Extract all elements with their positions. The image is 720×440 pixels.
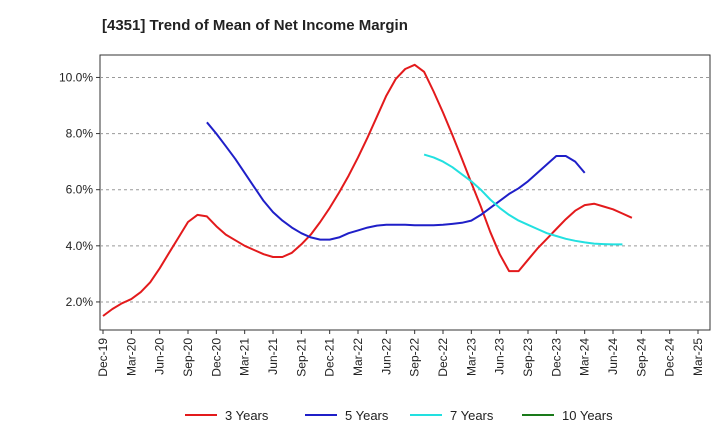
x-tick-label: Sep-23 xyxy=(521,338,535,377)
x-tick-label: Mar-22 xyxy=(351,338,365,376)
x-tick-label: Mar-23 xyxy=(464,338,478,376)
legend: 3 Years 5 Years 7 Years 10 Years xyxy=(185,408,613,423)
x-tick-label: Sep-24 xyxy=(634,338,648,377)
x-tick-label: Dec-22 xyxy=(436,338,450,377)
y-tick-label: 4.0% xyxy=(66,239,94,253)
legend-label-5-years: 5 Years xyxy=(345,408,389,423)
y-tick-label: 10.0% xyxy=(59,70,93,84)
x-tick-label: Jun-24 xyxy=(606,338,620,375)
series-line-3-years xyxy=(102,63,633,317)
x-tick-label: Mar-20 xyxy=(124,338,138,376)
legend-label-10-years: 10 Years xyxy=(562,408,613,423)
x-tick-label: Dec-24 xyxy=(663,338,677,377)
x-tick-label: Dec-23 xyxy=(549,338,563,377)
legend-label-7-years: 7 Years xyxy=(450,408,494,423)
x-tick-label: Mar-21 xyxy=(238,338,252,376)
series-lines xyxy=(102,63,633,317)
series-line-7-years xyxy=(423,153,623,246)
x-tick-label: Jun-21 xyxy=(266,338,280,375)
x-tick-label: Dec-20 xyxy=(209,338,223,377)
x-tick-label: Mar-25 xyxy=(691,338,705,376)
x-tick-label: Jun-22 xyxy=(379,338,393,375)
x-tick-label: Jun-20 xyxy=(153,338,167,375)
y-tick-label: 2.0% xyxy=(66,295,94,309)
series-line-5-years xyxy=(206,121,586,241)
legend-label-3-years: 3 Years xyxy=(225,408,269,423)
y-tick-label: 6.0% xyxy=(66,183,94,197)
x-tick-label: Sep-21 xyxy=(294,338,308,377)
plot-area xyxy=(99,54,711,331)
x-tick-label: Dec-21 xyxy=(323,338,337,377)
x-tick-label: Mar-24 xyxy=(578,338,592,376)
x-tick-label: Sep-20 xyxy=(181,338,195,377)
x-axis-ticks: Dec-19 Mar-20 Jun-20 Sep-20 Dec-20 Mar-21 Jun-… xyxy=(96,330,705,377)
y-axis-ticks: 2.0% 4.0% 6.0% 8.0% 10.0% xyxy=(59,70,100,309)
x-tick-label: Dec-19 xyxy=(96,338,110,377)
chart-title: [4351] Trend of Mean of Net Income Margi… xyxy=(102,17,408,34)
y-tick-label: 8.0% xyxy=(66,127,94,141)
x-tick-label: Jun-23 xyxy=(493,338,507,375)
x-tick-label: Sep-22 xyxy=(408,338,422,377)
